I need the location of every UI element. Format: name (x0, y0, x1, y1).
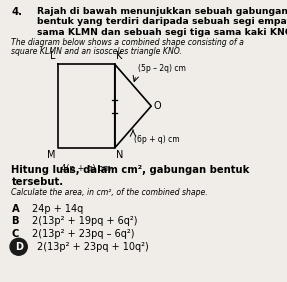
Text: (5p – 2q) cm: (5p – 2q) cm (138, 64, 186, 73)
Text: A: A (11, 204, 19, 213)
Text: (6p + q) cm: (6p + q) cm (134, 135, 180, 144)
Text: 4(p + q) cm: 4(p + q) cm (61, 164, 111, 173)
Text: B: B (11, 216, 19, 226)
Text: 2(13p² + 23pq + 10q²): 2(13p² + 23pq + 10q²) (37, 242, 149, 252)
Text: The diagram below shows a combined shape consisting of a: The diagram below shows a combined shape… (11, 38, 244, 47)
Text: K: K (116, 51, 122, 61)
Text: tersebut.: tersebut. (11, 177, 64, 187)
Text: 2(13p² + 19pq + 6q²): 2(13p² + 19pq + 6q²) (32, 216, 137, 226)
Text: L: L (50, 51, 56, 61)
Text: D: D (15, 242, 23, 252)
Text: bentuk yang terdiri daripada sebuah segi empat: bentuk yang terdiri daripada sebuah segi… (37, 17, 287, 27)
Text: N: N (116, 150, 123, 160)
Text: 2(13p² + 23pq – 6q²): 2(13p² + 23pq – 6q²) (32, 229, 134, 239)
Text: sama KLMN dan sebuah segi tiga sama kaki KNO.: sama KLMN dan sebuah segi tiga sama kaki… (37, 28, 287, 37)
Text: Calculate the area, in cm², of the combined shape.: Calculate the area, in cm², of the combi… (11, 188, 208, 197)
Text: M: M (47, 150, 56, 160)
Text: Rajah di bawah menunjukkan sebuah gabungan: Rajah di bawah menunjukkan sebuah gabung… (37, 7, 287, 16)
Text: square KLMN and an isosceles triangle KNO.: square KLMN and an isosceles triangle KN… (11, 47, 183, 56)
Circle shape (10, 238, 27, 255)
Text: O: O (153, 101, 161, 111)
Text: 4.: 4. (11, 7, 22, 17)
Text: C: C (11, 229, 19, 239)
Text: Hitung luas, dalam cm², gabungan bentuk: Hitung luas, dalam cm², gabungan bentuk (11, 165, 250, 175)
Text: 24p + 14q: 24p + 14q (32, 204, 83, 213)
